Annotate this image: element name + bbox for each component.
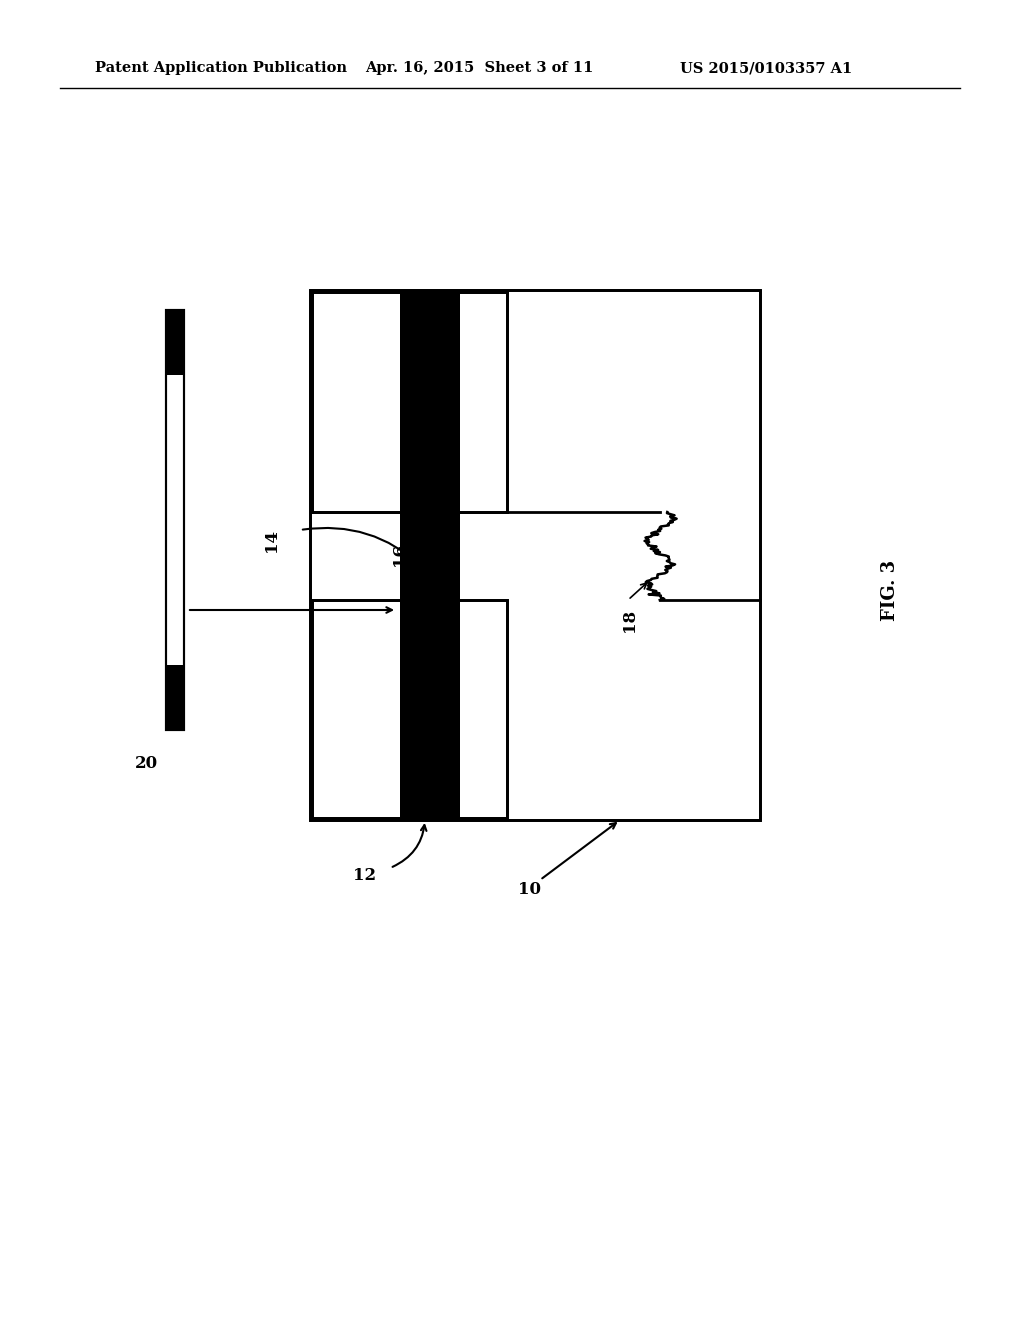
Bar	[312, 292, 507, 512]
Text: Patent Application Publication: Patent Application Publication	[95, 61, 347, 75]
Bar	[400, 550, 460, 820]
Bar	[312, 292, 507, 512]
Bar	[310, 290, 760, 820]
Text: 10: 10	[518, 882, 542, 899]
Text: FIG. 3: FIG. 3	[881, 560, 899, 620]
Bar	[166, 310, 184, 730]
Text: 14: 14	[263, 528, 281, 552]
Bar	[166, 310, 184, 730]
Text: 16: 16	[391, 544, 408, 566]
Text: Apr. 16, 2015  Sheet 3 of 11: Apr. 16, 2015 Sheet 3 of 11	[365, 61, 593, 75]
Bar	[312, 601, 507, 818]
Bar	[312, 601, 507, 818]
Text: 12: 12	[353, 866, 377, 883]
Bar	[166, 665, 184, 730]
Bar	[400, 290, 460, 560]
Bar	[166, 310, 184, 375]
Bar	[310, 290, 760, 820]
Text: 18: 18	[622, 609, 639, 631]
Text: 20: 20	[135, 755, 158, 772]
Text: US 2015/0103357 A1: US 2015/0103357 A1	[680, 61, 852, 75]
